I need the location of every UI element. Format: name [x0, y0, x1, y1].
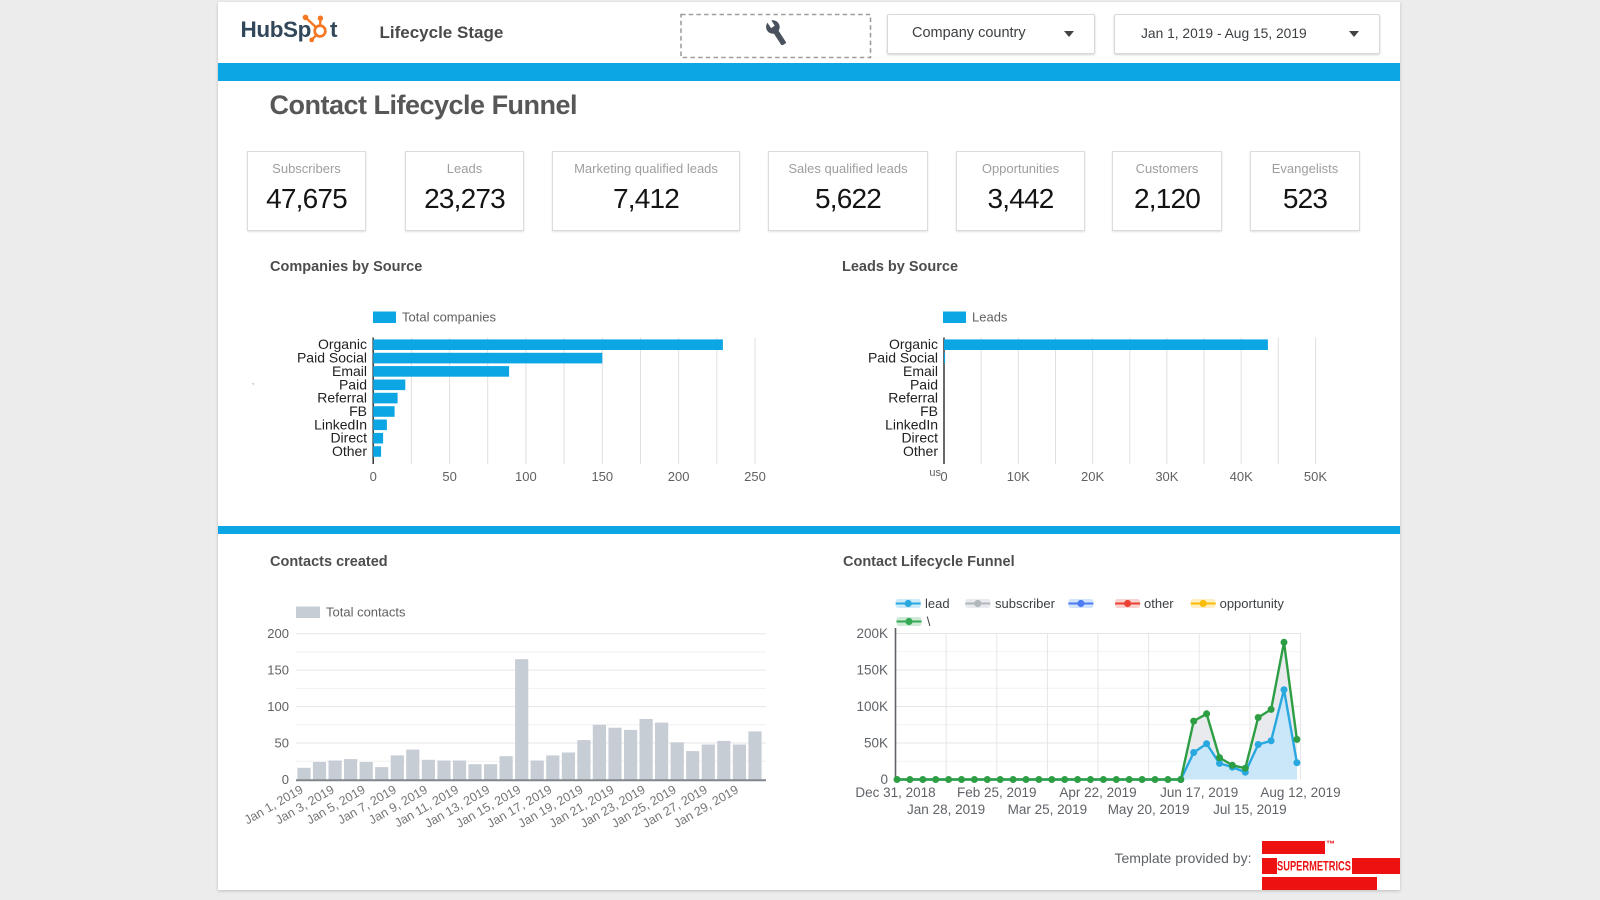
- svg-text:opportunity: opportunity: [1220, 596, 1285, 611]
- svg-text:Jan 28, 2019: Jan 28, 2019: [907, 802, 985, 817]
- svg-text:Leads: Leads: [972, 310, 1008, 325]
- svg-text:Apr 22, 2019: Apr 22, 2019: [1059, 785, 1136, 800]
- svg-text:Other: Other: [332, 443, 367, 459]
- svg-text:200: 200: [267, 626, 289, 641]
- svg-text:Dec 31, 2018: Dec 31, 2018: [855, 785, 935, 800]
- svg-text:Paid Social: Paid Social: [297, 350, 367, 366]
- svg-text:Jul 15, 2019: Jul 15, 2019: [1213, 802, 1287, 817]
- svg-text:Paid Social: Paid Social: [868, 350, 938, 366]
- svg-text:Paid: Paid: [910, 376, 938, 392]
- svg-text:Total contacts: Total contacts: [326, 605, 406, 620]
- svg-text:150: 150: [591, 469, 613, 484]
- svg-text:0: 0: [282, 772, 289, 787]
- svg-text:Referral: Referral: [888, 390, 938, 406]
- svg-text:Email: Email: [903, 363, 938, 379]
- svg-text:Other: Other: [903, 443, 938, 459]
- svg-text:30K: 30K: [1155, 469, 1178, 484]
- svg-text:50: 50: [275, 736, 289, 751]
- svg-text:Feb 25, 2019: Feb 25, 2019: [957, 785, 1037, 800]
- svg-text:May 20, 2019: May 20, 2019: [1108, 802, 1190, 817]
- svg-text:subscriber: subscriber: [995, 596, 1056, 611]
- svg-text:LinkedIn: LinkedIn: [314, 416, 367, 432]
- svg-text:Email: Email: [332, 363, 367, 379]
- svg-text:100K: 100K: [856, 699, 888, 714]
- svg-text:150K: 150K: [856, 663, 888, 678]
- svg-text:0: 0: [940, 469, 947, 484]
- svg-text:Direct: Direct: [330, 430, 367, 446]
- svg-text:10K: 10K: [1007, 469, 1030, 484]
- svg-text:LinkedIn: LinkedIn: [885, 416, 938, 432]
- svg-text:150: 150: [267, 663, 289, 678]
- svg-text:Organic: Organic: [889, 336, 938, 352]
- svg-text:Jun 17, 2019: Jun 17, 2019: [1160, 785, 1238, 800]
- svg-text:100: 100: [515, 469, 537, 484]
- svg-text:20K: 20K: [1081, 469, 1104, 484]
- svg-text:FB: FB: [349, 403, 367, 419]
- svg-text:200K: 200K: [856, 626, 888, 641]
- svg-text:Aug 12, 2019: Aug 12, 2019: [1260, 785, 1340, 800]
- svg-text:Organic: Organic: [318, 336, 367, 352]
- svg-text:0: 0: [370, 469, 377, 484]
- svg-text:50K: 50K: [1304, 469, 1327, 484]
- svg-text:200: 200: [668, 469, 690, 484]
- svg-text:’: ’: [252, 382, 254, 393]
- svg-text:Paid: Paid: [339, 376, 367, 392]
- svg-text:Direct: Direct: [901, 430, 938, 446]
- svg-text:50: 50: [442, 469, 456, 484]
- svg-text:lead: lead: [925, 596, 950, 611]
- svg-text:\: \: [927, 614, 931, 629]
- svg-text:FB: FB: [920, 403, 938, 419]
- svg-text:0: 0: [880, 772, 888, 787]
- svg-text:100: 100: [267, 699, 289, 714]
- svg-text:Total companies: Total companies: [402, 310, 496, 325]
- svg-text:Mar 25, 2019: Mar 25, 2019: [1008, 802, 1088, 817]
- svg-text:50K: 50K: [864, 736, 888, 751]
- svg-text:40K: 40K: [1230, 469, 1253, 484]
- svg-text:Referral: Referral: [317, 390, 367, 406]
- svg-text:other: other: [1144, 596, 1174, 611]
- svg-text:SUPERMETRICS: SUPERMETRICS: [1277, 858, 1351, 874]
- svg-text:us: us: [929, 467, 941, 479]
- svg-text:250: 250: [744, 469, 766, 484]
